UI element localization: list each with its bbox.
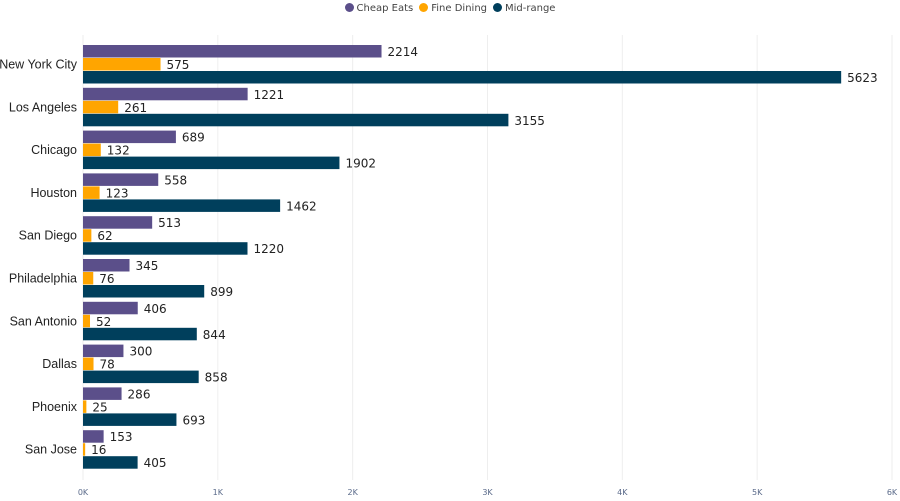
data-label: 261 <box>124 101 147 115</box>
bar-fine-dining[interactable] <box>83 100 119 114</box>
data-label: 693 <box>182 413 205 427</box>
legend-dot-icon <box>419 3 429 12</box>
bar-mid-range[interactable] <box>83 71 842 84</box>
legend-dot-icon <box>344 3 354 12</box>
category-label: San Jose <box>25 443 77 457</box>
category-label: Houston <box>30 186 77 200</box>
data-label: 1902 <box>345 157 376 171</box>
data-label: 132 <box>107 144 130 158</box>
bar-cheap-eats[interactable] <box>83 130 176 144</box>
data-label: 513 <box>158 216 181 230</box>
bar-mid-range[interactable] <box>83 327 197 341</box>
data-label: 153 <box>110 430 133 444</box>
bar-cheap-eats[interactable] <box>83 387 122 400</box>
data-label: 62 <box>97 229 112 243</box>
bar-cheap-eats[interactable] <box>83 173 159 186</box>
category-label: Los Angeles <box>9 100 77 114</box>
data-label: 16 <box>91 443 106 457</box>
x-tick-label: 1K <box>213 488 224 497</box>
data-label: 899 <box>210 285 233 299</box>
bar-fine-dining[interactable] <box>83 58 161 71</box>
bar-fine-dining[interactable] <box>83 400 87 413</box>
data-label: 558 <box>164 173 187 187</box>
data-label: 25 <box>92 400 107 414</box>
bar-fine-dining[interactable] <box>83 143 101 157</box>
x-tick-label: 2K <box>347 488 358 497</box>
bar-cheap-eats[interactable] <box>83 344 124 358</box>
x-tick-label: 5K <box>752 488 763 497</box>
category-label: Dallas <box>42 357 77 371</box>
category-label: San Diego <box>19 229 77 243</box>
x-tick-label: 0K <box>78 488 89 497</box>
data-label: 76 <box>99 272 114 286</box>
data-label: 1221 <box>254 88 285 102</box>
legend-label: Cheap Eats <box>356 3 414 14</box>
data-label: 1462 <box>286 199 317 213</box>
x-tick-label: 4K <box>617 488 628 497</box>
category-label: New York City <box>0 58 78 72</box>
category-label: Chicago <box>31 143 77 157</box>
bar-mid-range[interactable] <box>83 285 205 298</box>
data-label: 858 <box>205 371 228 385</box>
data-label: 345 <box>136 259 159 273</box>
category-label: San Antonio <box>10 314 77 328</box>
bar-mid-range[interactable] <box>83 370 199 384</box>
x-tick-label: 3K <box>482 488 493 497</box>
bar-fine-dining[interactable] <box>83 186 100 199</box>
bar-cheap-eats[interactable] <box>83 301 138 315</box>
bar-fine-dining[interactable] <box>83 314 91 328</box>
data-label: 300 <box>129 345 152 359</box>
legend-item[interactable]: Fine Dining <box>419 3 487 14</box>
x-tick-label: 6K <box>887 488 898 497</box>
data-label: 52 <box>96 315 111 329</box>
bar-mid-range[interactable] <box>83 413 177 426</box>
bar-cheap-eats[interactable] <box>83 259 130 272</box>
legend: Cheap Eats Fine Dining Mid-range <box>0 3 900 14</box>
data-label: 78 <box>100 358 115 372</box>
bar-mid-range[interactable] <box>83 156 340 170</box>
bar-cheap-eats[interactable] <box>83 430 104 443</box>
legend-dot-icon <box>493 3 503 12</box>
bar-cheap-eats[interactable] <box>83 45 382 58</box>
data-label: 406 <box>144 302 167 316</box>
data-label: 689 <box>182 131 205 145</box>
legend-item[interactable]: Mid-range <box>493 3 555 14</box>
bar-mid-range[interactable] <box>83 199 281 212</box>
bar-fine-dining[interactable] <box>83 443 86 456</box>
bar-fine-dining[interactable] <box>83 229 92 242</box>
data-label: 3155 <box>514 114 545 128</box>
data-label: 1220 <box>253 242 284 256</box>
data-label: 844 <box>203 328 226 342</box>
bar-fine-dining[interactable] <box>83 357 94 371</box>
bar-cheap-eats[interactable] <box>83 87 248 101</box>
category-label: Phoenix <box>32 400 78 414</box>
data-label: 575 <box>167 58 190 72</box>
bar-mid-range[interactable] <box>83 113 509 127</box>
legend-label: Mid-range <box>505 3 556 14</box>
legend-label: Fine Dining <box>431 3 488 14</box>
data-label: 123 <box>106 186 129 200</box>
data-label: 2214 <box>388 45 419 59</box>
category-label: Philadelphia <box>9 272 77 286</box>
data-label: 286 <box>128 387 151 401</box>
legend-item[interactable]: Cheap Eats <box>344 3 414 14</box>
data-label: 405 <box>144 456 167 470</box>
data-label: 5623 <box>847 71 878 85</box>
bar-mid-range[interactable] <box>83 242 248 255</box>
bar-cheap-eats[interactable] <box>83 216 153 229</box>
bar-mid-range[interactable] <box>83 456 138 469</box>
bar-fine-dining[interactable] <box>83 272 94 285</box>
